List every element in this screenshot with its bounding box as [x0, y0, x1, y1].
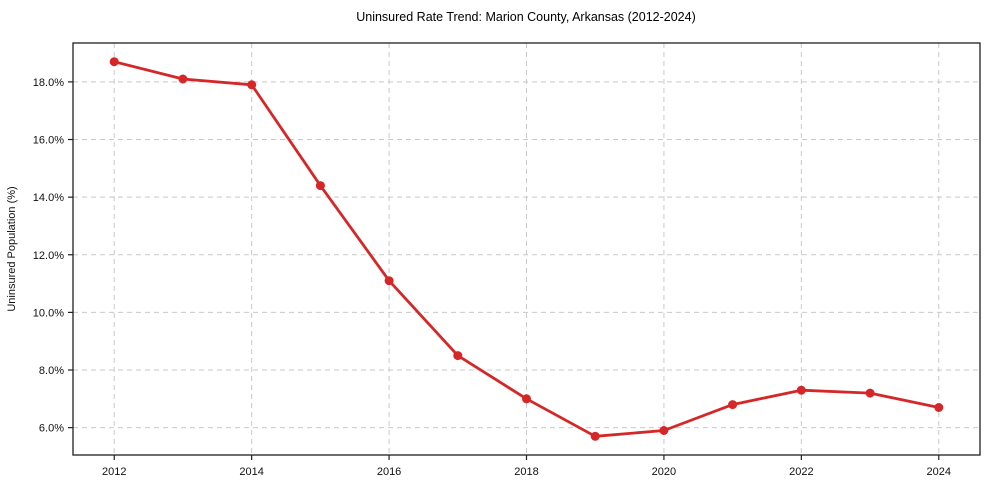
data-point — [315, 181, 325, 191]
x-tick-label: 2022 — [789, 466, 813, 478]
data-point — [453, 351, 463, 361]
data-point — [109, 57, 119, 67]
x-tick-label: 2016 — [377, 466, 401, 478]
data-point — [659, 426, 669, 435]
data-point — [728, 400, 738, 410]
y-tick-label: 8.0% — [39, 365, 64, 377]
y-tick-label: 16.0% — [33, 135, 64, 147]
x-tick-label: 2018 — [514, 466, 538, 478]
x-tick-label: 2024 — [927, 466, 951, 478]
axis-layer: 6.0% 8.0% 10.0% 12.0% 14.0% 16.0% 18.0% 2012 201… — [33, 42, 981, 478]
y-axis-label: Uninsured Population (%) — [6, 186, 18, 311]
y-tick-label: 6.0% — [39, 423, 64, 435]
y-tick-label: 12.0% — [33, 250, 64, 262]
data-point — [865, 388, 875, 398]
y-tick-label: 10.0% — [33, 307, 64, 319]
data-point — [796, 385, 806, 395]
series-layer — [109, 57, 944, 441]
data-point — [178, 74, 188, 84]
x-tick-label: 2014 — [239, 466, 263, 478]
data-point — [934, 403, 944, 412]
data-point — [590, 431, 600, 441]
x-tick-label: 2012 — [102, 466, 126, 478]
data-point — [522, 394, 531, 404]
x-tick-label: 2020 — [652, 466, 676, 478]
data-point — [247, 80, 257, 90]
data-point — [384, 276, 394, 286]
y-tick-label: 18.0% — [33, 77, 64, 89]
chart-title: Uninsured Rate Trend: Marion County, Ark… — [356, 10, 696, 24]
y-tick-label: 14.0% — [33, 192, 64, 204]
